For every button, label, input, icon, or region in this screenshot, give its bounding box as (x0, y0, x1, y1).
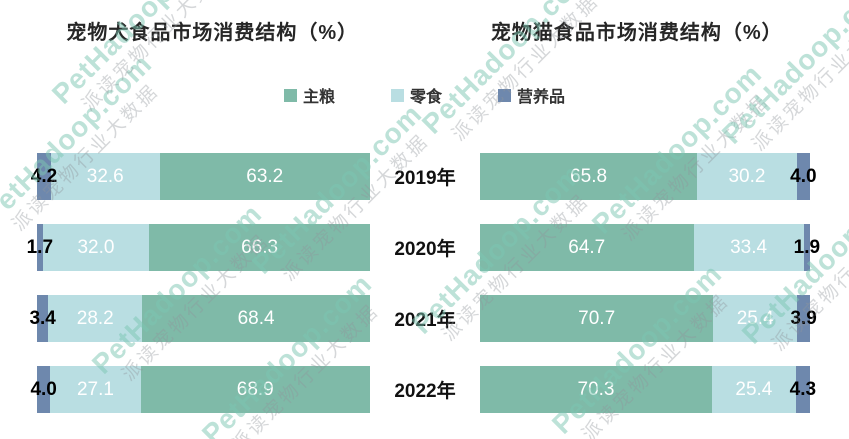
bar-segment-零食: 32.0 (42, 224, 150, 271)
chart-row: 28.2 68.4 3.4 2021年 70.7 25.4 3.9 (0, 295, 849, 342)
bar-segment-主粮: 70.7 (480, 295, 714, 342)
value-label: 32.6 (86, 165, 124, 187)
year-label: 2020年 (394, 239, 456, 260)
year-label: 2022年 (394, 381, 456, 402)
value-label-nutrition: 3.9 (790, 307, 817, 329)
chart-row: 32.6 63.2 4.2 2019年 65.8 30.2 4.0 (0, 153, 849, 200)
value-label: 25.4 (736, 307, 774, 329)
chart-grid: 32.6 63.2 4.2 2019年 65.8 30.2 4.0 32.0 66.3 1.7 20… (0, 153, 849, 437)
bar-segment-主粮: 64.7 (480, 224, 694, 271)
value-label: 70.7 (578, 307, 616, 329)
bar-segment-零食: 27.1 (50, 366, 141, 413)
legend-swatch-icon (390, 88, 404, 102)
value-label: 33.4 (730, 236, 768, 258)
cat-chart-title: 宠物猫食品市场消费结构（%） (490, 22, 783, 44)
dog-stacked-bar: 28.2 68.4 3.4 (29, 295, 370, 342)
legend-label: 零食 (409, 89, 442, 106)
value-label: 63.2 (246, 165, 284, 187)
bar-segment-营养品 (797, 295, 810, 342)
dog-stacked-bar: 32.6 63.2 4.2 (31, 153, 370, 200)
dog-stacked-bar: 27.1 68.9 4.0 (30, 366, 370, 413)
value-label: 27.1 (76, 378, 114, 400)
cat-stacked-bar: 70.3 25.4 4.3 (480, 366, 816, 413)
dog-chart-title: 宠物犬食品市场消费结构（%） (66, 22, 359, 44)
bar-segment-零食: 33.4 (693, 224, 804, 271)
value-label: 66.3 (241, 236, 279, 258)
value-label-nutrition: 4.2 (30, 165, 58, 187)
value-label: 68.4 (237, 307, 275, 329)
value-label-nutrition: 4.3 (789, 378, 817, 400)
bar-segment-主粮: 68.9 (140, 366, 370, 413)
bar-segment-零食: 25.4 (711, 366, 796, 413)
bar-segment-主粮: 70.3 (480, 366, 712, 413)
legend-item: 营养品 (498, 83, 565, 107)
cat-stacked-bar: 65.8 30.2 4.0 (480, 153, 817, 200)
bar-segment-营养品 (796, 153, 810, 200)
legend-item: 零食 (390, 83, 442, 107)
bar-segment-零食: 32.6 (50, 153, 160, 200)
value-label: 68.9 (236, 378, 274, 400)
bar-segment-营养品 (803, 224, 810, 271)
value-label: 70.3 (577, 378, 615, 400)
cat-stacked-bar: 64.7 33.4 1.9 (480, 224, 820, 271)
chart-row: 27.1 68.9 4.0 2022年 70.3 25.4 4.3 (0, 366, 849, 413)
bar-segment-主粮: 66.3 (149, 224, 370, 271)
year-label: 2019年 (394, 168, 456, 189)
value-label: 30.2 (728, 165, 766, 187)
bar-segment-主粮: 63.2 (159, 153, 370, 200)
bar-segment-主粮: 68.4 (142, 295, 370, 342)
legend: 主粮 零食 营养品 (0, 83, 849, 107)
value-label-nutrition: 4.0 (30, 378, 57, 400)
value-label: 28.2 (76, 307, 114, 329)
legend-swatch-icon (498, 88, 511, 102)
bar-segment-零食: 30.2 (697, 153, 797, 200)
legend-label: 营养品 (517, 89, 566, 106)
value-label-nutrition: 1.9 (793, 236, 821, 258)
value-label: 32.0 (77, 236, 115, 258)
bar-segment-营养品 (795, 366, 810, 413)
legend-item: 主粮 (283, 83, 335, 107)
chart-row: 32.0 66.3 1.7 2020年 64.7 33.4 1.9 (0, 224, 849, 271)
dog-stacked-bar: 32.0 66.3 1.7 (27, 224, 370, 271)
bar-segment-营养品 (37, 366, 51, 413)
value-label: 64.7 (568, 236, 606, 258)
bar-segment-营养品 (37, 295, 49, 342)
legend-swatch-icon (283, 88, 297, 102)
cat-stacked-bar: 70.7 25.4 3.9 (480, 295, 817, 342)
value-label: 25.4 (735, 378, 773, 400)
bar-segment-零食: 25.4 (713, 295, 798, 342)
bar-segment-营养品 (37, 153, 51, 200)
bar-segment-主粮: 65.8 (480, 153, 698, 200)
year-label: 2021年 (394, 310, 456, 331)
titles-row: 宠物犬食品市场消费结构（%） 宠物猫食品市场消费结构（%） (0, 0, 849, 45)
bar-segment-营养品 (37, 224, 43, 271)
bar-segment-零食: 28.2 (48, 295, 143, 342)
value-label: 65.8 (570, 165, 608, 187)
value-label-nutrition: 1.7 (26, 236, 54, 258)
legend-label: 主粮 (302, 89, 335, 106)
value-label-nutrition: 3.4 (29, 307, 56, 329)
value-label-nutrition: 4.0 (790, 165, 817, 187)
